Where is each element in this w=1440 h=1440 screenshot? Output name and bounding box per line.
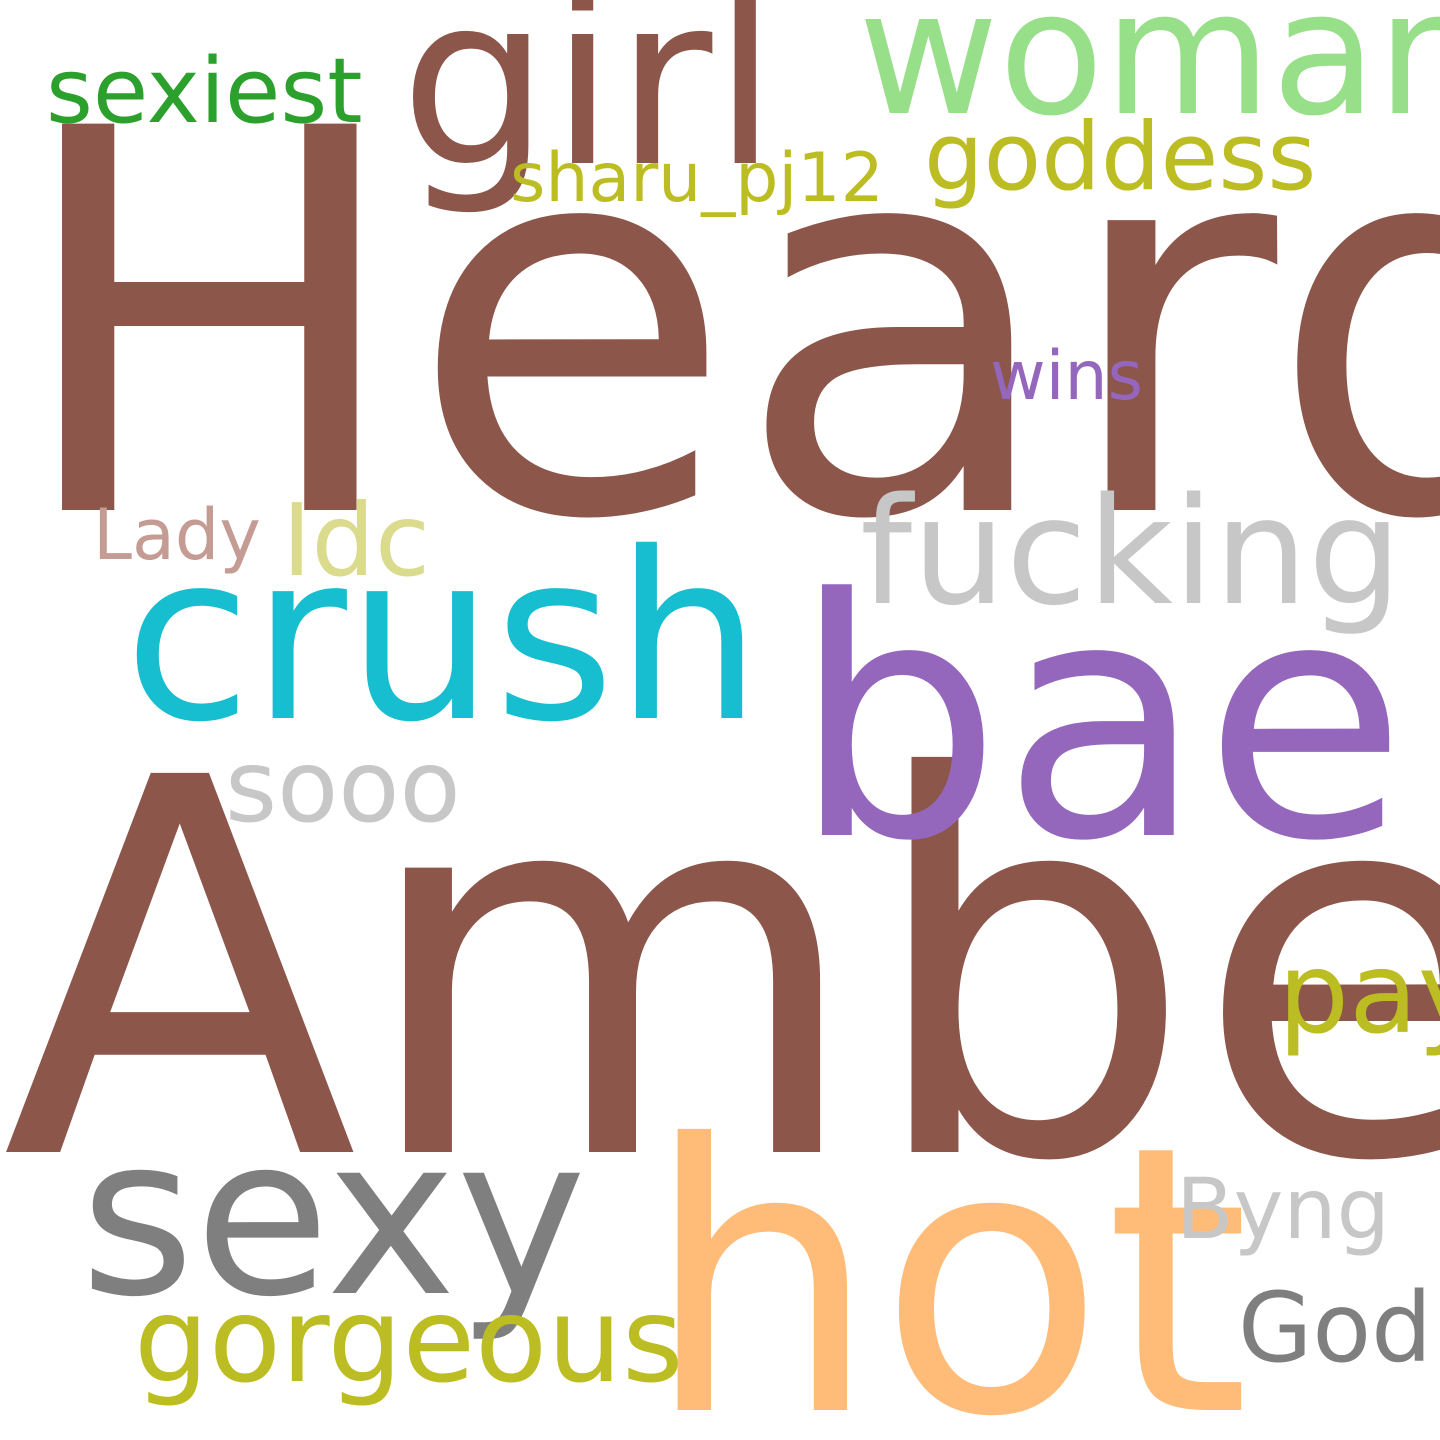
- word-amber: Amber: [2, 669, 1440, 1275]
- word-heard: Heard: [10, 18, 1440, 635]
- word-pay: pay: [1278, 929, 1440, 1059]
- word-hot: hot: [644, 1068, 1250, 1440]
- word-goddess: goddess: [924, 103, 1317, 212]
- word-wins: wins: [990, 337, 1144, 416]
- word-idc: Idc: [282, 482, 430, 599]
- word-girl: girl: [400, 0, 778, 219]
- word-gorgeous: gorgeous: [134, 1271, 684, 1409]
- word-sharu-pj12: sharu_pj12: [510, 139, 884, 218]
- word-god: God: [1238, 1272, 1433, 1384]
- word-woman: woman: [858, 0, 1440, 154]
- word-lady: Lady: [93, 494, 261, 576]
- word-sooo: sooo: [225, 728, 461, 845]
- word-byng: Byng: [1176, 1160, 1390, 1258]
- word-bae: bae: [792, 529, 1407, 913]
- word-fucking: fucking: [860, 466, 1402, 638]
- word-sexy: sexy: [80, 1089, 587, 1345]
- word-crush: crush: [124, 503, 762, 773]
- word-sexiest: sexiest: [46, 39, 363, 144]
